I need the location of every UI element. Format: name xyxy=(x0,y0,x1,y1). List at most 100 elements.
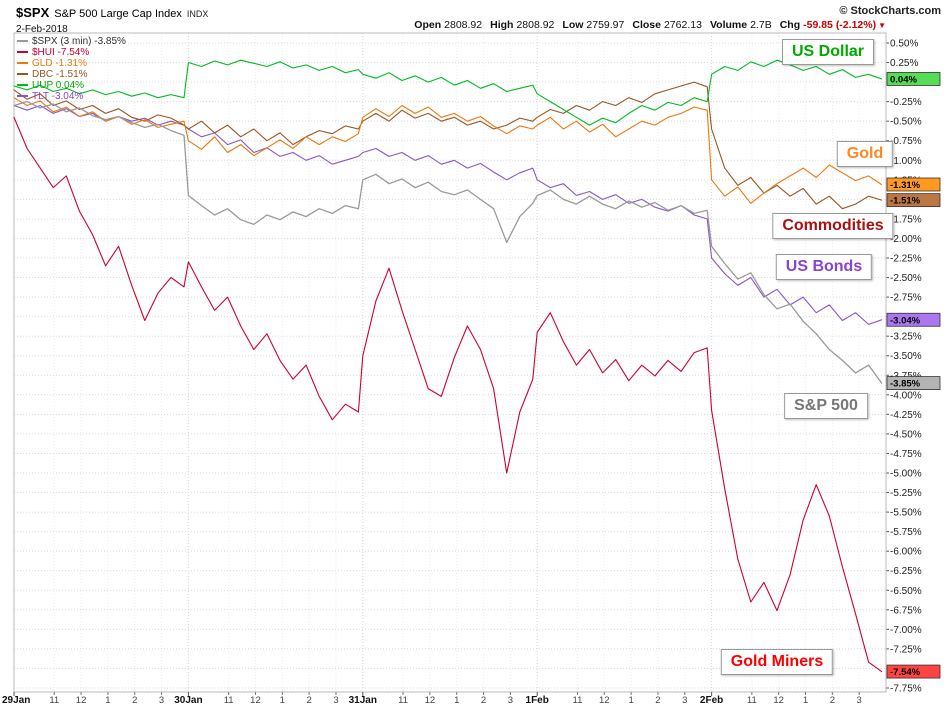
svg-text:-4.75%: -4.75% xyxy=(890,449,922,460)
exchange-tag: INDX xyxy=(186,9,209,19)
svg-text:-3.04%: -3.04% xyxy=(890,315,921,326)
legend-dash-icon xyxy=(17,62,28,65)
close-value: 2762.13 xyxy=(663,19,702,31)
svg-text:11: 11 xyxy=(49,695,59,706)
legend-dash-icon xyxy=(17,73,28,76)
chart-label-s&p-500: S&P 500 xyxy=(784,393,868,419)
plot-area: 0.50%0.25%0.00%-0.25%-0.50%-0.75%-1.00%-… xyxy=(2,32,941,706)
chart-header: $SPX S&P 500 Large Cap Index INDX © StockC… xyxy=(16,4,941,20)
open-value: 2808.92 xyxy=(444,19,483,31)
svg-text:-7.00%: -7.00% xyxy=(890,625,922,636)
svg-text:-3.25%: -3.25% xyxy=(890,332,922,343)
svg-text:12: 12 xyxy=(250,695,261,706)
open-label: Open xyxy=(414,19,442,31)
legend-label: $SPX (3 min) -3.85% xyxy=(32,36,126,47)
chart-date: 2-Feb-2018 xyxy=(16,24,68,35)
chart-label-us-bonds: US Bonds xyxy=(775,254,873,280)
axis-badge-SPX: -3.85% xyxy=(886,376,941,390)
svg-text:12: 12 xyxy=(773,695,784,706)
svg-text:2: 2 xyxy=(132,695,137,706)
svg-text:-5.50%: -5.50% xyxy=(890,508,922,519)
legend-label: TLT -3.04% xyxy=(32,91,84,102)
volume-value: 2.7B xyxy=(750,19,772,31)
legend-label: UUP 0.04% xyxy=(32,80,85,91)
quote-row: 2-Feb-2018 Open 2808.92 High 2808.92 Low 2759… xyxy=(16,19,886,35)
svg-text:-6.00%: -6.00% xyxy=(890,547,922,558)
high-value: 2808.92 xyxy=(516,19,555,31)
svg-text:-5.25%: -5.25% xyxy=(890,488,922,499)
chart-label-us-dollar: US Dollar xyxy=(781,39,875,65)
down-arrow-icon: ▼ xyxy=(878,21,886,30)
svg-text:3: 3 xyxy=(159,695,164,706)
svg-text:-2.75%: -2.75% xyxy=(890,293,922,304)
svg-text:12: 12 xyxy=(425,695,436,706)
axis-badge-TLT: -3.04% xyxy=(886,312,941,327)
svg-text:2: 2 xyxy=(481,695,486,706)
svg-text:31Jan: 31Jan xyxy=(349,695,377,706)
svg-text:11: 11 xyxy=(398,695,408,706)
svg-text:-0.50%: -0.50% xyxy=(890,117,922,128)
legend-dash-icon xyxy=(17,84,28,87)
svg-text:12: 12 xyxy=(76,695,87,706)
svg-text:1: 1 xyxy=(454,695,459,706)
svg-text:30Jan: 30Jan xyxy=(174,695,202,706)
svg-text:-4.25%: -4.25% xyxy=(890,410,922,421)
series-line-HUI xyxy=(13,116,883,673)
svg-text:-7.25%: -7.25% xyxy=(890,644,922,655)
svg-text:0.25%: 0.25% xyxy=(890,58,918,69)
low-value: 2759.97 xyxy=(586,19,625,31)
svg-text:-7.75%: -7.75% xyxy=(890,683,922,694)
series-line-TLT xyxy=(13,104,883,325)
svg-text:1: 1 xyxy=(803,695,808,706)
svg-text:11: 11 xyxy=(224,695,234,706)
svg-text:-1.51%: -1.51% xyxy=(890,196,921,207)
svg-text:1: 1 xyxy=(280,695,285,706)
svg-text:2: 2 xyxy=(830,695,835,706)
legend-dash-icon xyxy=(17,51,28,54)
svg-text:-3.85%: -3.85% xyxy=(890,379,921,390)
svg-text:2Feb: 2Feb xyxy=(700,695,723,706)
svg-text:3: 3 xyxy=(857,695,862,706)
legend-dash-icon xyxy=(17,95,28,98)
svg-text:-1.00%: -1.00% xyxy=(890,156,922,167)
series-line-GLD xyxy=(13,97,883,204)
svg-text:-1.31%: -1.31% xyxy=(890,180,921,191)
svg-text:-7.54%: -7.54% xyxy=(890,667,921,678)
svg-text:1: 1 xyxy=(628,695,633,706)
quote-bar: Open 2808.92 High 2808.92 Low 2759.97 Close 276… xyxy=(406,19,886,31)
axis-badge-HUI: -7.54% xyxy=(886,664,941,679)
svg-text:-6.50%: -6.50% xyxy=(890,586,922,597)
volume-label: Volume xyxy=(709,19,748,31)
svg-text:-5.75%: -5.75% xyxy=(890,527,922,538)
chart-legend: $SPX (3 min) -3.85% $HUI -7.54% GLD -1.31%… xyxy=(17,36,126,102)
symbol: $SPX xyxy=(16,5,50,20)
series-line-DBC xyxy=(13,81,883,210)
axis-badge-DBC: -1.51% xyxy=(886,193,941,208)
legend-item-1: $HUI -7.54% xyxy=(17,47,126,58)
series-line-UUP xyxy=(13,59,883,126)
svg-text:2: 2 xyxy=(655,695,660,706)
legend-dash-icon xyxy=(17,40,28,43)
svg-text:-0.25%: -0.25% xyxy=(890,97,922,108)
svg-text:-6.25%: -6.25% xyxy=(890,566,922,577)
high-label: High xyxy=(490,19,514,31)
chart-label-commodities: Commodities xyxy=(772,213,894,239)
axis-badge-GLD: -1.31% xyxy=(886,177,941,192)
svg-text:-3.50%: -3.50% xyxy=(890,351,922,362)
legend-label: $HUI -7.54% xyxy=(32,47,90,58)
svg-text:2: 2 xyxy=(306,695,311,706)
series-line-SPX xyxy=(13,100,883,384)
svg-text:3: 3 xyxy=(333,695,338,706)
legend-item-3: DBC -1.51% xyxy=(17,69,126,80)
axis-badge-UUP: 0.04% xyxy=(886,72,941,86)
svg-text:0.04%: 0.04% xyxy=(890,74,917,85)
close-label: Close xyxy=(632,19,661,31)
svg-text:-6.75%: -6.75% xyxy=(890,605,922,616)
low-label: Low xyxy=(562,19,584,31)
legend-item-5: TLT -3.04% xyxy=(17,91,126,102)
copyright-link[interactable]: © StockCharts.com xyxy=(839,5,941,17)
legend-item-0: $SPX (3 min) -3.85% xyxy=(17,36,126,47)
svg-text:12: 12 xyxy=(599,695,610,706)
